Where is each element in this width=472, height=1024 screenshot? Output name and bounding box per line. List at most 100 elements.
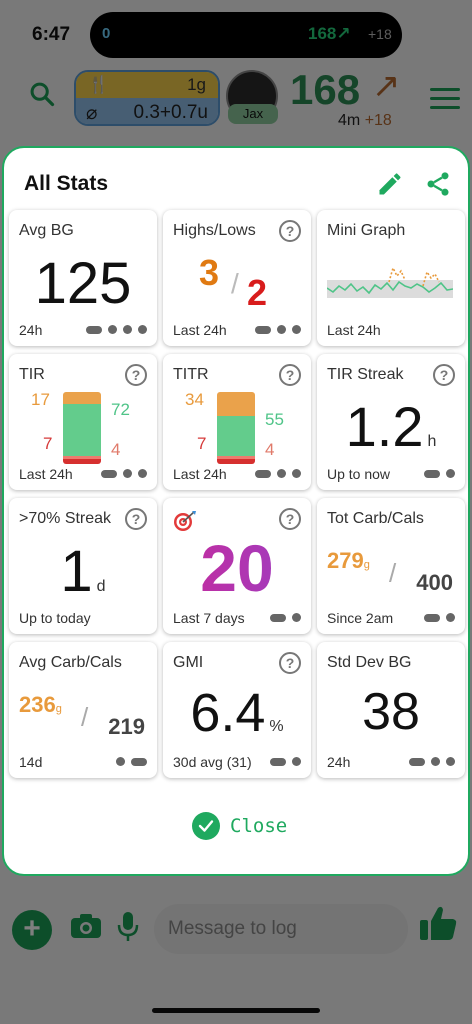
card-label: Avg BG <box>19 222 74 239</box>
tir-low-percent: 7 <box>43 434 53 453</box>
separator: / <box>231 268 239 299</box>
avg-carbs-value: 236 <box>19 692 56 717</box>
tir-bar-low <box>63 456 101 459</box>
page-dots <box>270 613 301 622</box>
total-carbs: 279g <box>327 548 370 574</box>
page-dots <box>255 325 301 334</box>
tir-in-range-percent: 72 <box>111 400 130 419</box>
page-dots <box>101 469 147 478</box>
modal-title: All Stats <box>24 172 109 195</box>
gmi-card[interactable]: GMI ? 6.4% 30d avg (31) <box>163 642 311 778</box>
card-footer: Last 24h <box>173 466 227 482</box>
avg-carbs: 236g <box>19 692 62 718</box>
avg-bg-value: 125 <box>34 251 132 316</box>
titr-high-percent: 34 <box>185 390 204 409</box>
total-calories: 400 <box>416 570 453 595</box>
tir-bar-high <box>63 392 101 405</box>
card-label: >70% Streak <box>19 510 112 527</box>
over70-streak-unit: d <box>96 578 106 595</box>
over70-streak-number: 1 <box>60 539 93 604</box>
help-icon[interactable]: ? <box>279 508 301 530</box>
card-footer: 24h <box>327 754 351 770</box>
avg-bg-card[interactable]: Avg BG 125 24h <box>9 210 157 346</box>
card-label: Highs/Lows <box>173 222 256 239</box>
card-label: Std Dev BG <box>327 654 412 671</box>
page-dots <box>86 325 147 334</box>
card-label: TIR <box>19 366 45 383</box>
avg-carbs-unit: g <box>55 703 62 715</box>
help-icon[interactable]: ? <box>433 364 455 386</box>
titr-bar-in-range <box>217 416 255 457</box>
highs-lows-card[interactable]: Highs/Lows ? 3 / 2 Last 24h <box>163 210 311 346</box>
gmi-value: 6.4% <box>163 682 311 744</box>
card-footer: Last 24h <box>173 322 227 338</box>
std-dev-card[interactable]: Std Dev BG 38 24h <box>317 642 465 778</box>
card-label: TIR Streak <box>327 366 404 383</box>
card-label: GMI <box>173 654 204 671</box>
titr-bar-low <box>217 456 255 459</box>
tir-bar-in-range <box>63 404 101 457</box>
page-dots <box>116 757 147 766</box>
page-dots <box>424 613 455 622</box>
titr-card[interactable]: TITR ? 34 7 55 4 Last 24h <box>163 354 311 490</box>
card-footer: Last 7 days <box>173 610 245 626</box>
lows-count: 2 <box>247 272 268 313</box>
card-footer: Since 2am <box>327 610 394 626</box>
check-circle-icon <box>192 812 220 840</box>
titr-bar-very-low <box>217 458 255 464</box>
target-icon <box>174 511 196 531</box>
tir-very-low-percent: 4 <box>111 440 121 459</box>
card-footer: 14d <box>19 754 43 770</box>
separator: / <box>81 702 89 732</box>
card-footer: Last 24h <box>19 466 73 482</box>
help-icon[interactable]: ? <box>125 364 147 386</box>
tot-carb-cals-card[interactable]: Tot Carb/Cals 279g / 400 Since 2am <box>317 498 465 634</box>
titr-stacked-bar <box>217 392 255 464</box>
help-icon[interactable]: ? <box>279 364 301 386</box>
help-icon[interactable]: ? <box>279 652 301 674</box>
page-dots <box>255 469 301 478</box>
gmi-unit: % <box>269 718 284 735</box>
separator: / <box>389 558 397 588</box>
tir-high-percent: 17 <box>31 390 50 409</box>
close-button[interactable]: Close <box>192 812 287 840</box>
mini-graph-card[interactable]: Mini Graph Last 24h <box>317 210 465 346</box>
titr-very-low-percent: 4 <box>265 440 275 459</box>
help-icon[interactable]: ? <box>125 508 147 530</box>
card-label: Mini Graph <box>327 222 406 239</box>
tir-stacked-bar <box>63 392 101 464</box>
mini-graph-sparkline <box>327 265 453 298</box>
goal-card[interactable]: ? 20 Last 7 days <box>163 498 311 634</box>
highs-count: 3 <box>199 252 220 293</box>
total-carbs-value: 279 <box>327 548 364 573</box>
tir-streak-unit: h <box>427 433 437 450</box>
card-footer: Last 24h <box>327 322 381 338</box>
card-label: TITR <box>173 366 209 383</box>
share-icon[interactable] <box>424 170 452 198</box>
tir-streak-value: 1.2 h <box>317 394 465 459</box>
card-label: Tot Carb/Cals <box>327 510 424 527</box>
all-stats-modal: All Stats Avg BG 125 24h Highs/Lows ? 3 … <box>2 146 470 876</box>
std-dev-value: 38 <box>362 683 420 741</box>
titr-in-range-percent: 55 <box>265 410 284 429</box>
page-dots <box>270 757 301 766</box>
titr-bar-high <box>217 392 255 417</box>
tir-card[interactable]: TIR ? 17 7 72 4 Last 24h <box>9 354 157 490</box>
help-icon[interactable]: ? <box>279 220 301 242</box>
total-carbs-unit: g <box>363 559 370 571</box>
pencil-icon[interactable] <box>376 170 404 198</box>
avg-carb-cals-card[interactable]: Avg Carb/Cals 236g / 219 14d <box>9 642 157 778</box>
tir-streak-card[interactable]: TIR Streak ? 1.2 h Up to now <box>317 354 465 490</box>
titr-low-percent: 7 <box>197 434 207 453</box>
close-label: Close <box>230 815 288 837</box>
avg-calories: 219 <box>108 714 145 739</box>
card-label: Avg Carb/Cals <box>19 654 122 671</box>
gmi-number: 6.4 <box>190 683 266 743</box>
card-footer: Up to now <box>327 466 391 482</box>
card-footer: 24h <box>19 322 43 338</box>
goal-value: 20 <box>163 530 311 606</box>
tir-bar-very-low <box>63 458 101 464</box>
card-footer: Up to today <box>19 610 91 626</box>
